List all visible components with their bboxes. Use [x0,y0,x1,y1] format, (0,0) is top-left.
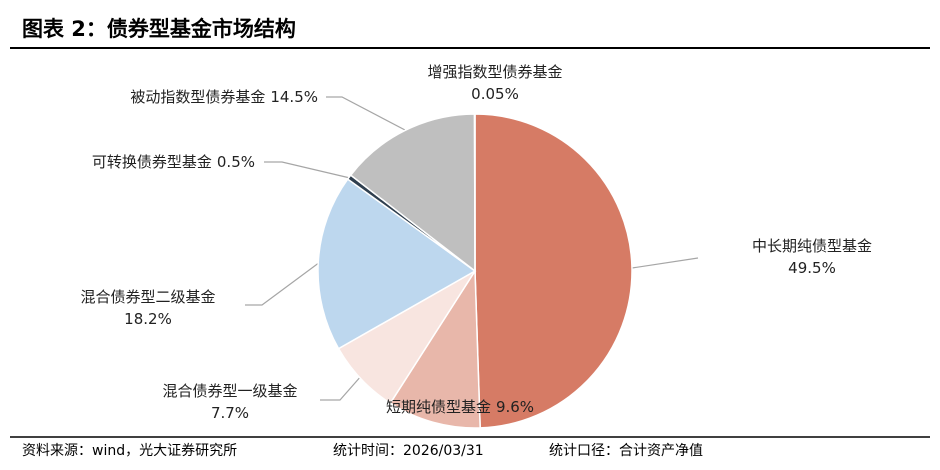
chart-title: 图表 2：债券型基金市场结构 [22,17,296,41]
leader-line [264,161,351,179]
slice-label: 混合债券型二级基金 18.2% [80,288,215,328]
slice-name: 中长期纯债型基金 [752,237,872,255]
slice-value: 18.2% [124,310,172,328]
slice-name: 增强指数型债券基金 [427,63,562,81]
pie-slice [389,268,481,429]
leader-line [326,96,406,131]
slice-value: 0.5% [217,153,255,171]
date-note: 统计时间：2026/03/31 [333,443,484,459]
basis-note: 统计口径：合计资产净值 [549,443,703,459]
slice-value: 9.6% [496,398,534,416]
slice-value: 0.05% [471,85,519,103]
leader-line [245,261,321,306]
slice-label: 混合债券型一级基金 7.7% [162,382,297,422]
slice-name: 被动指数型债券基金 [130,88,265,106]
slice-value: 7.7% [211,404,249,422]
slice-name: 混合债券型一级基金 [162,382,297,400]
pie-slice [349,113,476,273]
slice-label: 可转换债券型基金 0.5% [92,153,255,171]
leader-line [631,257,699,269]
slice-label: 被动指数型债券基金 14.5% [130,88,318,106]
leader-line [320,374,363,401]
slice-label: 短期纯债型基金 9.6% [386,398,534,416]
slice-name: 短期纯债型基金 [386,398,491,416]
slice-value: 14.5% [270,88,318,106]
pie-slice [474,113,633,429]
pie-slice [317,178,477,350]
slice-value: 49.5% [788,259,836,277]
slice-name: 可转换债券型基金 [92,153,212,171]
slice-label: 中长期纯债型基金 49.5% [752,237,872,277]
slice-label: 增强指数型债券基金 0.05% [427,63,562,103]
slice-name: 混合债券型二级基金 [80,288,215,306]
source-note: 资料来源：wind，光大证券研究所 [22,443,237,459]
